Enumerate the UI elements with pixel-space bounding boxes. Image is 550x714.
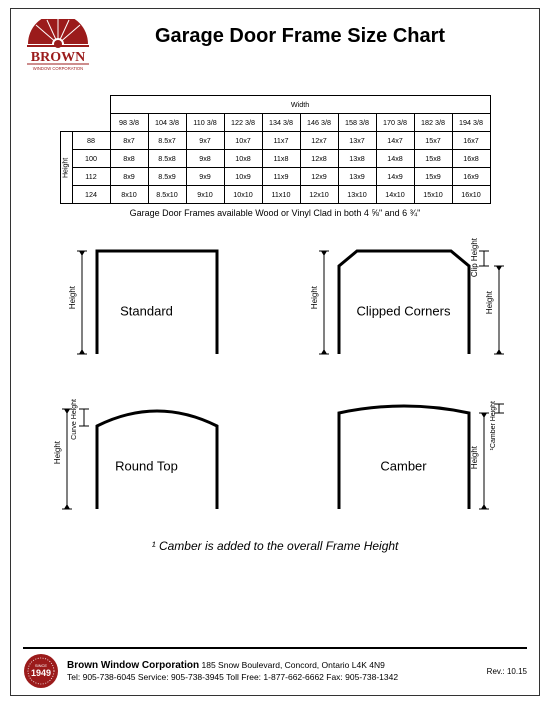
cell: 8.5x7 bbox=[148, 132, 186, 150]
shape-label: Clipped Corners bbox=[357, 304, 451, 319]
cell: 9x10 bbox=[186, 186, 224, 204]
cell: 15x8 bbox=[414, 150, 452, 168]
cell: 9x7 bbox=[186, 132, 224, 150]
cell: 10x9 bbox=[224, 168, 262, 186]
cell: 10x8 bbox=[224, 150, 262, 168]
svg-text:1949: 1949 bbox=[31, 668, 51, 678]
table-row: 112 8x9 8.5x9 9x9 10x9 11x9 12x9 13x9 14… bbox=[60, 168, 490, 186]
company-contact: Tel: 905-738-6045 Service: 905-738-3945 … bbox=[67, 672, 398, 682]
logo-brand-text: BROWN bbox=[31, 50, 85, 65]
shape-label: Standard bbox=[120, 304, 173, 319]
cell: 8x7 bbox=[110, 132, 148, 150]
width-header-row: Width bbox=[60, 96, 490, 114]
cell: 8.5x9 bbox=[148, 168, 186, 186]
width-cols-row: 98 3/8 104 3/8 110 3/8 122 3/8 134 3/8 1… bbox=[60, 114, 490, 132]
cell: 10x7 bbox=[224, 132, 262, 150]
logo-sub-text: WINDOW CORPORATION bbox=[33, 66, 83, 71]
cell: 14x8 bbox=[376, 150, 414, 168]
clip-height-label: Clip Height bbox=[470, 238, 479, 277]
page: BROWN WINDOW CORPORATION Garage Door Fra… bbox=[10, 8, 540, 696]
cell: 8x9 bbox=[110, 168, 148, 186]
col-header: 98 3/8 bbox=[110, 114, 148, 132]
cell: 16x8 bbox=[452, 150, 490, 168]
cell: 10x10 bbox=[224, 186, 262, 204]
cell: 8x10 bbox=[110, 186, 148, 204]
row-header: 100 bbox=[72, 150, 110, 168]
height-label: Height bbox=[310, 286, 319, 309]
cell: 13x10 bbox=[338, 186, 376, 204]
cell: 15x9 bbox=[414, 168, 452, 186]
cell: 13x8 bbox=[338, 150, 376, 168]
col-header: 182 3/8 bbox=[414, 114, 452, 132]
height-label-right: Height bbox=[485, 291, 494, 314]
cell: 11x8 bbox=[262, 150, 300, 168]
footer-text: Brown Window Corporation 185 Snow Boulev… bbox=[67, 659, 479, 683]
table-row: Height 88 8x7 8.5x7 9x7 10x7 11x7 12x7 1… bbox=[60, 132, 490, 150]
row-header: 124 bbox=[72, 186, 110, 204]
col-header: 110 3/8 bbox=[186, 114, 224, 132]
cell: 9x9 bbox=[186, 168, 224, 186]
col-header: 146 3/8 bbox=[300, 114, 338, 132]
cell: 11x7 bbox=[262, 132, 300, 150]
cell: 8.5x8 bbox=[148, 150, 186, 168]
shape-label: Camber bbox=[380, 459, 426, 474]
cell: 14x9 bbox=[376, 168, 414, 186]
table-row: 124 8x10 8.5x10 9x10 10x10 11x10 12x10 1… bbox=[60, 186, 490, 204]
cell: 16x10 bbox=[452, 186, 490, 204]
size-chart: Width 98 3/8 104 3/8 110 3/8 122 3/8 134… bbox=[60, 95, 491, 204]
cell: 12x8 bbox=[300, 150, 338, 168]
height-label: Height bbox=[68, 286, 77, 309]
shape-standard: Height Standard bbox=[42, 236, 252, 366]
cell: 13x9 bbox=[338, 168, 376, 186]
cell: 8x8 bbox=[110, 150, 148, 168]
company-name: Brown Window Corporation bbox=[67, 660, 199, 671]
footer: SINCE 1949 Brown Window Corporation 185 … bbox=[23, 647, 527, 689]
cell: 11x9 bbox=[262, 168, 300, 186]
shape-label: Round Top bbox=[115, 459, 178, 474]
row-header: 88 bbox=[72, 132, 110, 150]
revision: Rev.: 10.15 bbox=[487, 667, 527, 676]
cell: 12x9 bbox=[300, 168, 338, 186]
table-row: 100 8x8 8.5x8 9x8 10x8 11x8 12x8 13x8 14… bbox=[60, 150, 490, 168]
camber-height-label: ¹Camber Height bbox=[490, 401, 497, 450]
cell: 15x10 bbox=[414, 186, 452, 204]
page-title: Garage Door Frame Size Chart bbox=[123, 25, 477, 48]
shapes-area: Height Standard Height Clip Height Heigh… bbox=[23, 236, 527, 521]
col-header: 194 3/8 bbox=[452, 114, 490, 132]
cell: 9x8 bbox=[186, 150, 224, 168]
shape-clipped-corners: Height Clip Height Height Clipped Corner… bbox=[299, 236, 509, 366]
cell: 11x10 bbox=[262, 186, 300, 204]
col-header: 104 3/8 bbox=[148, 114, 186, 132]
size-chart-wrap: Width 98 3/8 104 3/8 110 3/8 122 3/8 134… bbox=[23, 95, 527, 204]
col-header: 122 3/8 bbox=[224, 114, 262, 132]
height-label: Height bbox=[53, 441, 62, 464]
col-header: 158 3/8 bbox=[338, 114, 376, 132]
width-header: Width bbox=[110, 96, 490, 114]
since-badge: SINCE 1949 bbox=[23, 653, 59, 689]
row-header: 112 bbox=[72, 168, 110, 186]
cell: 12x10 bbox=[300, 186, 338, 204]
col-header: 134 3/8 bbox=[262, 114, 300, 132]
cell: 16x7 bbox=[452, 132, 490, 150]
cell: 12x7 bbox=[300, 132, 338, 150]
cell: 15x7 bbox=[414, 132, 452, 150]
cell: 13x7 bbox=[338, 132, 376, 150]
header-row: BROWN WINDOW CORPORATION Garage Door Fra… bbox=[23, 19, 527, 75]
brand-logo: BROWN WINDOW CORPORATION bbox=[23, 19, 93, 75]
shape-camber: Height ¹Camber Height Camber bbox=[299, 391, 509, 521]
cell: 8.5x10 bbox=[148, 186, 186, 204]
height-label: Height bbox=[470, 446, 479, 469]
availability-note: Garage Door Frames available Wood or Vin… bbox=[23, 208, 527, 218]
cell: 16x9 bbox=[452, 168, 490, 186]
camber-footnote: ¹ Camber is added to the overall Frame H… bbox=[23, 539, 527, 553]
cell: 14x7 bbox=[376, 132, 414, 150]
col-header: 170 3/8 bbox=[376, 114, 414, 132]
curve-height-label: Curve Height bbox=[71, 399, 78, 440]
shape-round-top: Height Curve Height Round Top bbox=[42, 391, 252, 521]
company-address: 185 Snow Boulevard, Concord, Ontario L4K… bbox=[202, 660, 385, 670]
cell: 14x10 bbox=[376, 186, 414, 204]
height-header: Height bbox=[60, 132, 72, 204]
